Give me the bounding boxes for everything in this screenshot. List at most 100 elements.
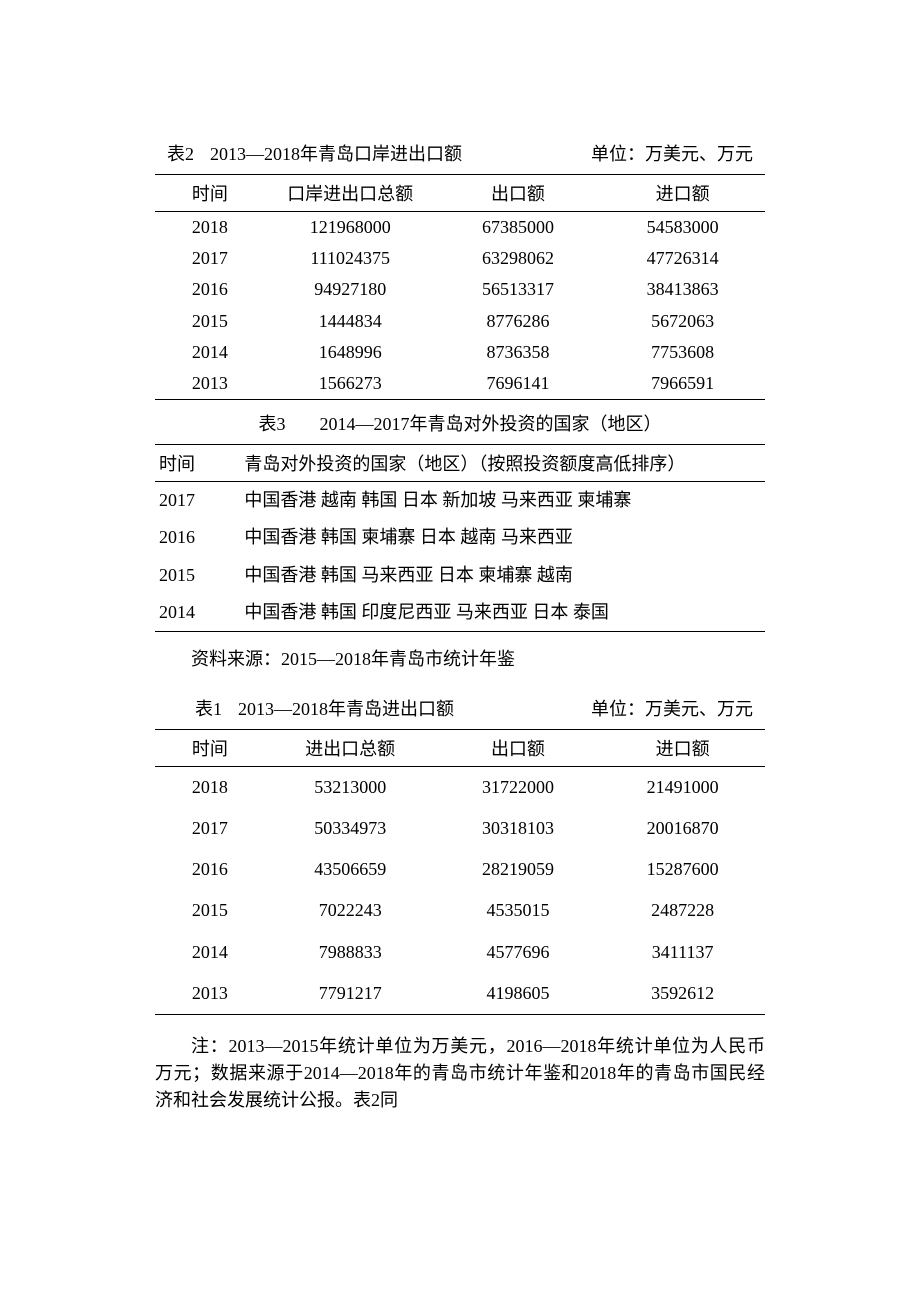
table-cell: 7022243 — [265, 890, 436, 931]
table-cell: 中国香港 韩国 印度尼西亚 马来西亚 日本 泰国 — [240, 594, 765, 632]
page-container: 表2 2013—2018年青岛口岸进出口额 单位：万美元、万元 时间 口岸进出口… — [0, 0, 920, 1174]
table-cell: 38413863 — [600, 274, 765, 305]
table2-col-export: 出口额 — [436, 175, 601, 212]
table-cell: 3411137 — [600, 932, 765, 973]
table-row: 2014798883345776963411137 — [155, 932, 765, 973]
table-row: 2013779121741986053592612 — [155, 973, 765, 1015]
table2-label: 表2 — [167, 140, 194, 166]
table-cell: 63298062 — [436, 243, 601, 274]
table1-col-time: 时间 — [155, 729, 265, 766]
table-cell: 7753608 — [600, 337, 765, 368]
table-row: 2014164899687363587753608 — [155, 337, 765, 368]
table-cell: 2013 — [155, 973, 265, 1015]
table-cell: 8736358 — [436, 337, 601, 368]
table-cell: 中国香港 韩国 柬埔寨 日本 越南 马来西亚 — [240, 519, 765, 556]
table3-label: 表3 — [259, 414, 286, 434]
table-cell: 4577696 — [436, 932, 601, 973]
table2-col-import: 进口额 — [600, 175, 765, 212]
table-cell: 15287600 — [600, 849, 765, 890]
table-cell: 2015 — [155, 890, 265, 931]
table2-col-time: 时间 — [155, 175, 265, 212]
table2-block: 表2 2013—2018年青岛口岸进出口额 单位：万美元、万元 时间 口岸进出口… — [155, 140, 765, 400]
table-row: 2018532130003172200021491000 — [155, 766, 765, 808]
table-row: 2015中国香港 韩国 马来西亚 日本 柬埔寨 越南 — [155, 557, 765, 594]
table-cell: 7696141 — [436, 368, 601, 400]
table-row: 2017中国香港 越南 韩国 日本 新加坡 马来西亚 柬埔寨 — [155, 482, 765, 520]
table-cell: 2016 — [155, 849, 265, 890]
table-cell: 2016 — [155, 274, 265, 305]
table-cell: 56513317 — [436, 274, 601, 305]
table-cell: 2017 — [155, 482, 240, 520]
table-row: 20181219680006738500054583000 — [155, 212, 765, 244]
table-cell: 2015 — [155, 557, 240, 594]
table-cell: 31722000 — [436, 766, 601, 808]
table-cell: 2487228 — [600, 890, 765, 931]
table2-header-row: 时间 口岸进出口总额 出口额 进口额 — [155, 175, 765, 212]
table3-title: 2014—2017年青岛对外投资的国家（地区） — [320, 414, 662, 434]
table-row: 2015702224345350152487228 — [155, 890, 765, 931]
table-cell: 2013 — [155, 368, 265, 400]
table-cell: 中国香港 越南 韩国 日本 新加坡 马来西亚 柬埔寨 — [240, 482, 765, 520]
table-cell: 21491000 — [600, 766, 765, 808]
table-cell: 2018 — [155, 212, 265, 244]
table-cell: 2016 — [155, 519, 240, 556]
footnote: 注：2013—2015年统计单位为万美元，2016—2018年统计单位为人民币万… — [155, 1033, 765, 1114]
table-cell: 28219059 — [436, 849, 601, 890]
table-cell: 2014 — [155, 932, 265, 973]
table-cell: 43506659 — [265, 849, 436, 890]
table-row: 2017503349733031810320016870 — [155, 808, 765, 849]
table-row: 2013156627376961417966591 — [155, 368, 765, 400]
table-cell: 2014 — [155, 337, 265, 368]
table-cell: 50334973 — [265, 808, 436, 849]
table2: 时间 口岸进出口总额 出口额 进口额 201812196800067385000… — [155, 174, 765, 400]
table-cell: 5672063 — [600, 306, 765, 337]
table-cell: 2014 — [155, 594, 240, 632]
table2-title: 2013—2018年青岛口岸进出口额 — [210, 140, 462, 166]
table-cell: 47726314 — [600, 243, 765, 274]
table1-block: 表1 2013—2018年青岛进出口额 单位：万美元、万元 时间 进出口总额 出… — [155, 695, 765, 1015]
table-row: 2014中国香港 韩国 印度尼西亚 马来西亚 日本 泰国 — [155, 594, 765, 632]
table-cell: 2018 — [155, 766, 265, 808]
table1-col-total: 进出口总额 — [265, 729, 436, 766]
table-cell: 94927180 — [265, 274, 436, 305]
table-cell: 8776286 — [436, 306, 601, 337]
table-cell: 4535015 — [436, 890, 601, 931]
table1-unit: 单位：万美元、万元 — [591, 695, 753, 721]
table-cell: 7966591 — [600, 368, 765, 400]
table-cell: 中国香港 韩国 马来西亚 日本 柬埔寨 越南 — [240, 557, 765, 594]
table3-block: 表3 2014—2017年青岛对外投资的国家（地区） 时间 青岛对外投资的国家（… — [155, 410, 765, 632]
table1-header: 表1 2013—2018年青岛进出口额 单位：万美元、万元 — [155, 695, 765, 721]
table-row: 2015144483487762865672063 — [155, 306, 765, 337]
table3: 时间 青岛对外投资的国家（地区）（按照投资额度高低排序） 2017中国香港 越南… — [155, 444, 765, 632]
table-cell: 7791217 — [265, 973, 436, 1015]
table3-header-row: 时间 青岛对外投资的国家（地区）（按照投资额度高低排序） — [155, 445, 765, 482]
table1-header-row: 时间 进出口总额 出口额 进口额 — [155, 729, 765, 766]
source-note: 资料来源：2015—2018年青岛市统计年鉴 — [155, 646, 765, 673]
table2-body: 2018121968000673850005458300020171110243… — [155, 212, 765, 400]
table-cell: 1566273 — [265, 368, 436, 400]
table1: 时间 进出口总额 出口额 进口额 20185321300031722000214… — [155, 729, 765, 1015]
table2-header: 表2 2013—2018年青岛口岸进出口额 单位：万美元、万元 — [155, 140, 765, 166]
table1-body: 2018532130003172200021491000201750334973… — [155, 766, 765, 1014]
table-cell: 121968000 — [265, 212, 436, 244]
table-cell: 7988833 — [265, 932, 436, 973]
table3-body: 2017中国香港 越南 韩国 日本 新加坡 马来西亚 柬埔寨2016中国香港 韩… — [155, 482, 765, 632]
table-cell: 30318103 — [436, 808, 601, 849]
table-cell: 2017 — [155, 808, 265, 849]
table-cell: 20016870 — [600, 808, 765, 849]
table-cell: 111024375 — [265, 243, 436, 274]
table-row: 20171110243756329806247726314 — [155, 243, 765, 274]
table1-col-import: 进口额 — [600, 729, 765, 766]
table2-col-total: 口岸进出口总额 — [265, 175, 436, 212]
table-cell: 3592612 — [600, 973, 765, 1015]
table3-col-time: 时间 — [155, 445, 240, 482]
table2-unit: 单位：万美元、万元 — [591, 140, 753, 166]
table-cell: 54583000 — [600, 212, 765, 244]
table-cell: 2015 — [155, 306, 265, 337]
table1-col-export: 出口额 — [436, 729, 601, 766]
table3-header: 表3 2014—2017年青岛对外投资的国家（地区） — [155, 410, 765, 436]
table-cell: 2017 — [155, 243, 265, 274]
table-cell: 53213000 — [265, 766, 436, 808]
table-row: 2016435066592821905915287600 — [155, 849, 765, 890]
table1-label: 表1 — [195, 695, 222, 721]
